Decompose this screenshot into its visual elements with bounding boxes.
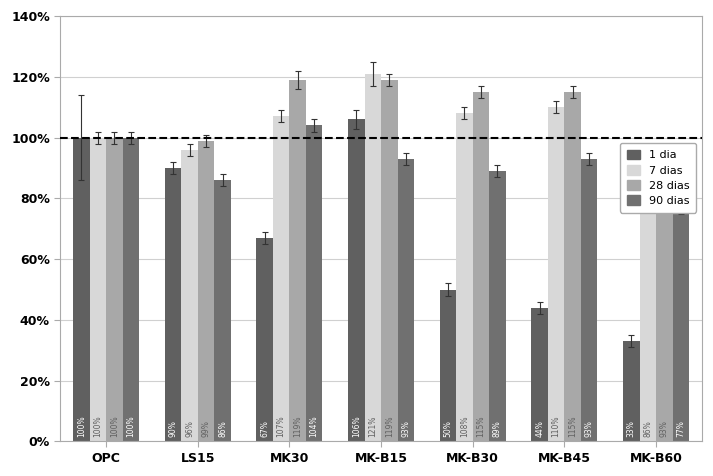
Bar: [198, 141, 215, 441]
Text: 99%: 99%: [202, 420, 210, 437]
Text: 121%: 121%: [369, 416, 377, 437]
Text: 110%: 110%: [552, 416, 560, 437]
Bar: [257, 238, 273, 441]
Text: 33%: 33%: [627, 420, 636, 437]
Bar: [306, 126, 322, 441]
Text: 67%: 67%: [260, 420, 270, 437]
Text: 93%: 93%: [660, 420, 669, 437]
Text: 108%: 108%: [460, 416, 469, 437]
Bar: [90, 138, 106, 441]
Text: 115%: 115%: [476, 416, 486, 437]
Bar: [456, 113, 473, 441]
Text: 90%: 90%: [168, 420, 178, 437]
Text: 119%: 119%: [385, 416, 394, 437]
Bar: [381, 80, 398, 441]
Text: 100%: 100%: [77, 415, 86, 437]
Legend: 1 dia, 7 dias, 28 dias, 90 dias: 1 dia, 7 dias, 28 dias, 90 dias: [620, 143, 697, 213]
Bar: [215, 180, 231, 441]
Bar: [181, 150, 198, 441]
Bar: [289, 80, 306, 441]
Bar: [581, 159, 597, 441]
Bar: [640, 180, 656, 441]
Text: 100%: 100%: [110, 415, 119, 437]
Text: 100%: 100%: [93, 415, 103, 437]
Bar: [623, 341, 640, 441]
Text: 93%: 93%: [401, 420, 410, 437]
Text: 107%: 107%: [277, 415, 286, 437]
Text: 50%: 50%: [443, 420, 453, 437]
Text: 119%: 119%: [293, 416, 302, 437]
Bar: [273, 116, 289, 441]
Text: 86%: 86%: [643, 420, 652, 437]
Bar: [398, 159, 414, 441]
Text: 86%: 86%: [218, 420, 227, 437]
Bar: [348, 119, 364, 441]
Text: 77%: 77%: [677, 420, 685, 437]
Text: 104%: 104%: [309, 415, 319, 437]
Text: 100%: 100%: [126, 415, 135, 437]
Text: 106%: 106%: [352, 415, 361, 437]
Text: 44%: 44%: [535, 420, 544, 437]
Bar: [440, 289, 456, 441]
Bar: [656, 159, 672, 441]
Bar: [473, 92, 489, 441]
Bar: [548, 107, 565, 441]
Bar: [106, 138, 123, 441]
Bar: [123, 138, 139, 441]
Bar: [672, 208, 689, 441]
Bar: [531, 308, 548, 441]
Text: 115%: 115%: [568, 416, 577, 437]
Text: 93%: 93%: [585, 420, 594, 437]
Bar: [364, 74, 381, 441]
Text: 89%: 89%: [493, 420, 502, 437]
Bar: [73, 138, 90, 441]
Bar: [165, 168, 181, 441]
Bar: [489, 171, 506, 441]
Text: 96%: 96%: [185, 420, 194, 437]
Bar: [565, 92, 581, 441]
